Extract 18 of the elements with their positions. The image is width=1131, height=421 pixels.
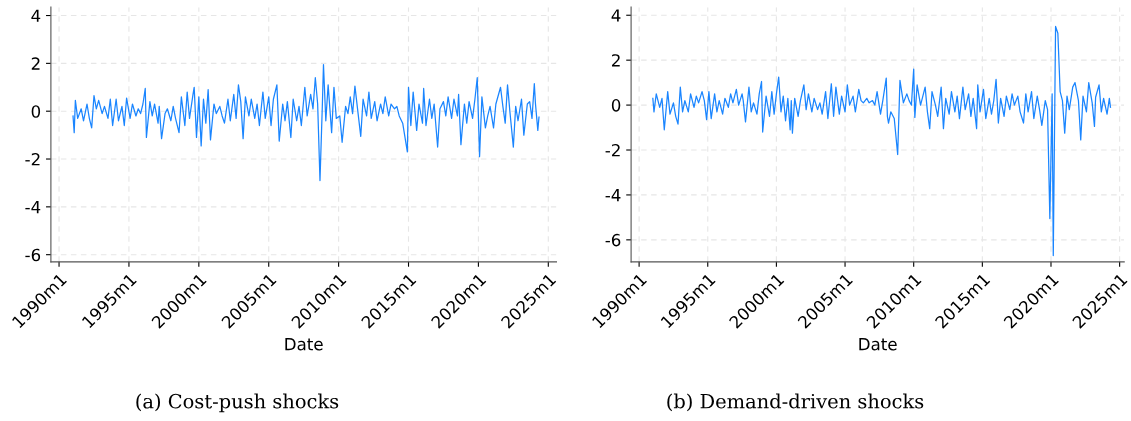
text: (a) Cost-push shocks xyxy=(136,393,339,413)
y-tick-label: -2 xyxy=(605,143,620,157)
y-tick-label: -6 xyxy=(605,233,621,247)
y-tick-label: 0 xyxy=(31,105,41,118)
y-tick-label: 4 xyxy=(611,9,621,22)
y-tick-label: 2 xyxy=(31,57,40,70)
y-tick-label: -2 xyxy=(25,152,40,166)
line-series xyxy=(652,25,1112,257)
x-axis-title: Date xyxy=(285,338,323,351)
y-tick-label: 0 xyxy=(611,99,621,112)
y-tick-label: 4 xyxy=(31,9,41,22)
text: (b) Demand-driven shocks xyxy=(667,393,924,412)
y-tick-label: 2 xyxy=(611,54,620,67)
line-series xyxy=(72,63,540,182)
y-tick-label: -4 xyxy=(25,201,41,214)
x-axis-title: Date xyxy=(859,338,897,351)
y-tick-label: -6 xyxy=(25,248,41,262)
y-tick-label: -4 xyxy=(605,189,621,202)
